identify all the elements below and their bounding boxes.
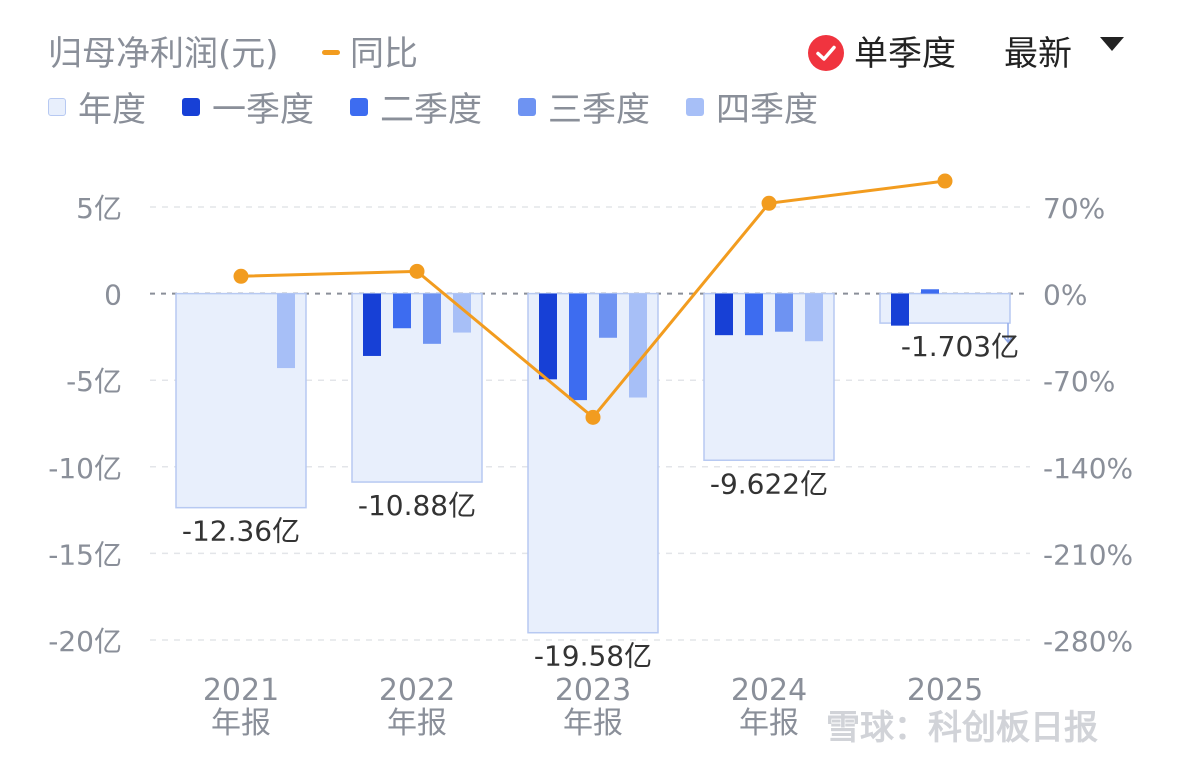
annual-bar [175,292,307,509]
x-tick-label: 2023 [555,673,631,708]
annual-bar [879,292,1011,324]
x-tick-sublabel: 年报 [387,706,447,741]
legend-label-q3: 三季度 [548,90,650,130]
legend-item-annual[interactable]: 年度 [48,82,146,131]
chart-header: 归母净利润(元) 同比 单季度 最新 年度 一季度 二季度 三季度 四季度 [0,0,1179,140]
quarter-bar [599,293,617,338]
legend-swatch-q2 [350,97,368,116]
x-tick-label: 2021 [203,673,279,708]
legend-swatch-q1 [182,97,200,116]
legend-item-q3[interactable]: 三季度 [518,82,650,131]
y-tick-label: -15亿 [48,538,122,571]
y2-tick-label: -140% [1043,452,1133,485]
quarter-bar [805,293,823,342]
legend-item-q4[interactable]: 四季度 [686,82,818,131]
orange-line-icon [322,50,340,55]
annual-data-label: -10.88亿 [358,489,476,522]
quarter-bar [775,293,793,332]
check-circle-icon [808,34,844,71]
single-quarter-label: 单季度 [854,34,956,74]
x-tick-sublabel: 年报 [563,706,623,741]
x-tick-label: 2024 [731,673,807,708]
annual-data-label: -12.36亿 [182,515,300,548]
yoy-point [585,409,601,425]
quarter-bar [363,293,381,356]
legend-label-annual: 年度 [78,90,146,130]
latest-dropdown[interactable]: 最新 [1004,26,1124,75]
legend-swatch-annual [48,97,66,116]
quarter-bar [629,293,647,398]
legend-swatch-q3 [518,97,536,116]
quarter-bar [539,293,557,380]
y-tick-label: -20亿 [48,625,122,658]
series-legend: 年度 一季度 二季度 三季度 四季度 [48,82,854,131]
watermark: 雪球：科创板日报 [826,708,1098,748]
yoy-legend-item[interactable]: 同比 [322,26,418,75]
annual-data-label: -19.58亿 [534,640,652,673]
quarter-bar [393,293,411,329]
yoy-point [937,173,953,189]
quarter-bar [277,293,295,369]
legend-label-q4: 四季度 [716,90,818,130]
yoy-legend-label: 同比 [350,34,418,74]
x-tick-sublabel: 年报 [739,706,799,741]
y2-tick-label: -210% [1043,538,1133,571]
annual-bar [351,292,483,483]
y-tick-label: -5亿 [66,365,122,398]
y2-tick-label: -280% [1043,625,1133,658]
y-tick-label: 5亿 [76,192,122,225]
quarter-bar [921,289,939,294]
legend-label-q2: 二季度 [380,90,482,130]
quarter-bar [745,293,763,336]
quarter-bar [453,293,471,333]
y2-tick-label: 70% [1043,192,1105,225]
quarter-bar [423,293,441,344]
x-tick-sublabel: 年报 [211,706,271,741]
yoy-point [409,263,425,279]
yoy-point [761,195,777,211]
y-tick-label: 0 [104,279,122,312]
quarter-bar [891,293,909,326]
latest-dropdown-label: 最新 [1004,34,1072,74]
y2-tick-label: -70% [1043,365,1115,398]
yoy-point [233,268,249,284]
y2-tick-label: 0% [1043,279,1087,312]
annual-bar [703,292,835,462]
chart-title: 归母净利润(元) [48,34,279,74]
annual-data-label: -1.703亿 [901,330,1019,363]
legend-item-q2[interactable]: 二季度 [350,82,482,131]
down-arrow-icon [1002,323,1014,344]
y-tick-label: -10亿 [48,452,122,485]
annual-bar [527,292,659,634]
x-tick-label: 2022 [379,673,455,708]
yoy-line [240,179,946,420]
single-quarter-toggle[interactable]: 单季度 [808,26,956,75]
legend-item-q1[interactable]: 一季度 [182,82,314,131]
legend-label-q1: 一季度 [212,90,314,130]
quarter-bar [569,293,587,401]
quarter-bar [715,293,733,336]
legend-swatch-q4 [686,97,704,116]
triangle-down-icon [1100,36,1124,51]
annual-data-label: -9.622亿 [710,467,828,500]
